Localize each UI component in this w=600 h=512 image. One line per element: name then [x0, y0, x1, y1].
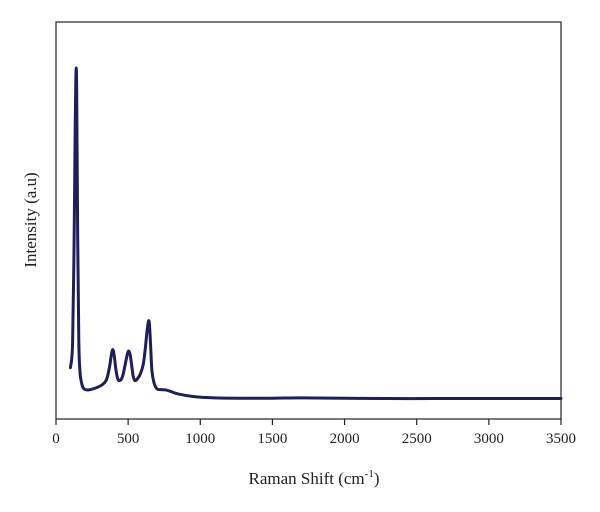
x-tick-label: 500	[117, 431, 140, 447]
x-axis-label: Raman Shift (cm-1)	[249, 468, 380, 488]
x-axis-label-suffix: )	[374, 469, 380, 488]
x-tick-label: 2000	[330, 431, 360, 447]
plot-frame	[55, 21, 562, 420]
x-axis-ticks: 0 500 1000 1500 2000 2500 3000 3500	[52, 419, 576, 447]
y-axis-label: Intensity (a.u)	[21, 172, 40, 267]
x-tick-label: 2500	[402, 431, 432, 447]
x-axis-label-main: Raman Shift (cm	[249, 469, 365, 488]
spectrum-line	[68, 66, 563, 401]
x-tick-label: 3000	[474, 431, 504, 447]
x-tick-label: 0	[52, 431, 60, 447]
x-tick-label: 3500	[546, 431, 576, 447]
x-tick-label: 1500	[257, 431, 287, 447]
x-axis-label-superscript: -1	[365, 468, 374, 480]
x-tick-label: 1000	[185, 431, 215, 447]
